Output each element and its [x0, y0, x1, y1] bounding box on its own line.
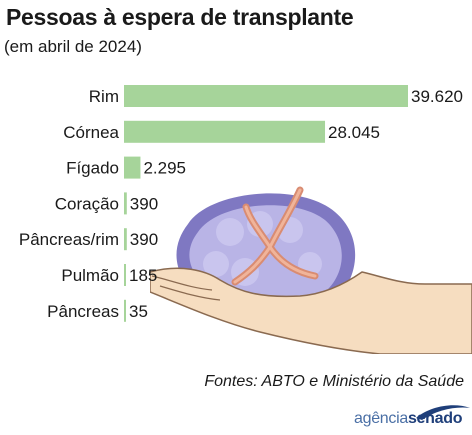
- bar: [124, 299, 126, 322]
- value-label: 28.045: [328, 123, 380, 142]
- category-label: Pâncreas: [47, 302, 119, 321]
- value-label: 39.620: [411, 87, 463, 106]
- bar: [124, 156, 141, 179]
- logo-swoosh-icon: [416, 405, 470, 420]
- bar-chart: Rim 39.620 Córnea 28.045 Fígado 2.295 Coração 3…: [19, 85, 463, 322]
- value-label: 185: [129, 266, 157, 285]
- source-note: Fontes: ABTO e Ministério da Saúde: [204, 373, 464, 390]
- bar: [124, 264, 126, 286]
- value-label: 35: [129, 302, 148, 321]
- chart-title: Pessoas à espera de transplante: [6, 4, 354, 30]
- agencia-senado-logo[interactable]: agênciasenado: [354, 404, 470, 432]
- bar: [124, 120, 326, 143]
- category-label: Rim: [89, 87, 119, 106]
- category-label: Coração: [55, 194, 119, 213]
- hand-icon: [150, 267, 472, 354]
- category-label: Pâncreas/rim: [19, 230, 119, 249]
- bar: [124, 85, 408, 107]
- bar: [124, 228, 127, 251]
- value-label: 2.295: [143, 159, 186, 178]
- category-label: Pulmão: [61, 266, 119, 285]
- category-label: Fígado: [66, 159, 119, 178]
- value-label: 390: [130, 194, 158, 213]
- value-label: 390: [130, 230, 158, 249]
- hand-kidney-illustration: [150, 186, 472, 354]
- bar: [124, 192, 127, 215]
- chart-subtitle: (em abril de 2024): [4, 37, 142, 56]
- category-label: Córnea: [63, 123, 119, 142]
